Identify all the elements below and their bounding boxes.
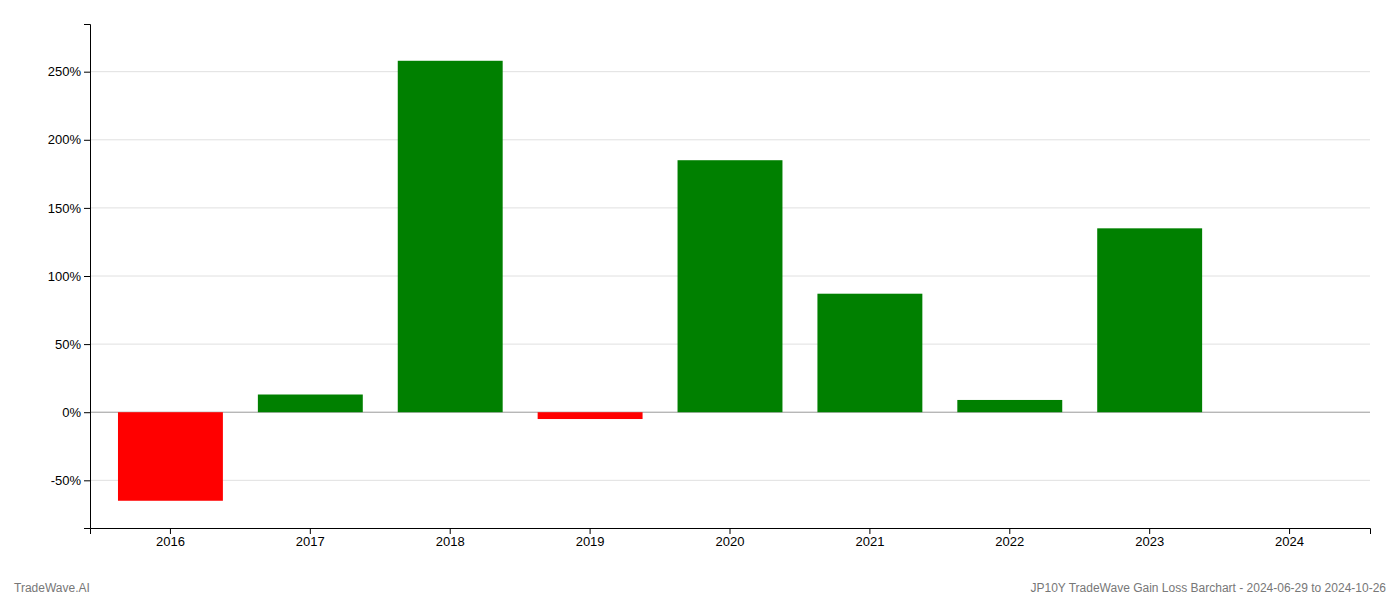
bar — [1097, 228, 1202, 412]
x-tick-mark — [450, 528, 451, 534]
x-tick-label: 2017 — [296, 534, 325, 549]
x-tick-mark — [310, 528, 311, 534]
x-tick-label: 2024 — [1275, 534, 1304, 549]
bars — [118, 61, 1202, 501]
y-tick-label: 50% — [55, 337, 81, 352]
bar — [258, 395, 363, 413]
bar — [398, 61, 503, 412]
x-tick-label: 2016 — [156, 534, 185, 549]
bar — [1237, 412, 1342, 413]
y-tick: 150% — [48, 201, 90, 216]
grid-line — [90, 480, 1370, 481]
y-tick-mark — [84, 276, 90, 277]
footer: TradeWave.AI JP10Y TradeWave Gain Loss Ba… — [14, 581, 1386, 595]
x-tick-label: 2020 — [716, 534, 745, 549]
x-tick-mark — [1289, 528, 1290, 534]
x-tick: 2020 — [716, 528, 745, 549]
y-tick: 0% — [62, 405, 90, 420]
y-tick: 250% — [48, 64, 90, 79]
y-tick-mark — [84, 480, 90, 481]
x-tick-mark — [1009, 528, 1010, 534]
y-tick-mark — [84, 344, 90, 345]
x-tick: 2016 — [156, 528, 185, 549]
bar — [817, 294, 922, 413]
y-tick-mark — [84, 208, 90, 209]
x-tick-mark — [170, 528, 171, 534]
grid-line — [90, 71, 1370, 72]
x-tick-mark — [869, 528, 870, 534]
x-tick: 2019 — [576, 528, 605, 549]
x-tick: 2024 — [1275, 528, 1304, 549]
grid-line — [90, 139, 1370, 140]
y-tick-mark — [84, 412, 90, 413]
chart: -50%0%50%100%150%200%250%201620172018201… — [0, 0, 1400, 600]
x-tick: 2023 — [1135, 528, 1164, 549]
x-tick-label: 2022 — [995, 534, 1024, 549]
y-tick: 50% — [55, 337, 90, 352]
y-tick-label: 200% — [48, 132, 82, 147]
bar — [538, 412, 643, 419]
x-axis: 2016 2017 2018 2019 2020 2021 2022 2023 2024 — [91, 528, 1371, 549]
footer-text: TradeWave.AI — [14, 581, 90, 595]
y-tick-label: 150% — [48, 201, 82, 216]
x-tick-mark — [590, 528, 591, 534]
x-tick-mark — [730, 528, 731, 534]
x-tick: 2022 — [995, 528, 1024, 549]
x-tick: 2021 — [855, 528, 884, 549]
x-tick: 2017 — [296, 528, 325, 549]
x-tick-label: 2021 — [855, 534, 884, 549]
x-tick-label: 2018 — [436, 534, 465, 549]
grid — [90, 72, 1370, 481]
y-tick-mark — [84, 140, 90, 141]
y-axis: -50% 0% 50% 100% 150% 200% 250% — [48, 25, 91, 529]
y-tick-label: 0% — [62, 405, 81, 420]
y-tick-label: -50% — [51, 473, 82, 488]
bar — [118, 412, 223, 501]
y-tick-mark — [84, 72, 90, 73]
y-tick-label: 100% — [48, 269, 82, 284]
x-tick-label: 2023 — [1135, 534, 1164, 549]
y-tick: -50% — [51, 473, 90, 488]
y-tick: 100% — [48, 269, 90, 284]
x-tick-label: 2019 — [576, 534, 605, 549]
x-tick: 2018 — [436, 528, 465, 549]
x-tick-mark — [1149, 528, 1150, 534]
x-axis-line — [91, 529, 1371, 535]
bar — [957, 400, 1062, 412]
y-axis-line — [84, 25, 91, 529]
y-tick-label: 250% — [48, 64, 82, 79]
footer-text: JP10Y TradeWave Gain Loss Barchart - 202… — [1030, 581, 1386, 595]
y-tick: 200% — [48, 132, 90, 147]
bar — [678, 160, 783, 412]
